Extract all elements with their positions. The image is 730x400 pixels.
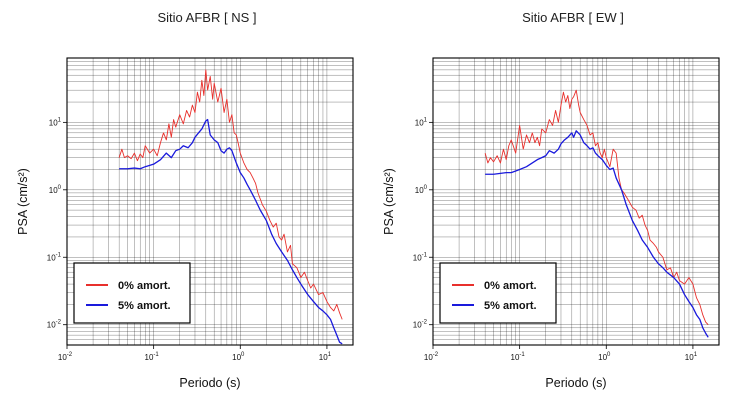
chart-1-title: Sitio AFBR [ EW ] (522, 10, 624, 25)
chart-1: 10-2 10-1 100 101 10-2 10-1 100 101 Sitio AFBR [… (382, 10, 720, 390)
chart-1-x-tick-label: 10-2 (424, 352, 439, 362)
chart-0-y-tick-label: 101 (49, 117, 62, 127)
chart-0-series-1-line (119, 118, 343, 345)
chart-0-y-axis-label: PSA (cm/s²) (16, 168, 30, 235)
chart-1-y-tick-label: 10-2 (413, 320, 428, 330)
chart-1-y-tick-label: 100 (415, 185, 428, 195)
chart-1-legend-box (439, 262, 557, 324)
chart-0-x-tick-label: 10-1 (145, 352, 160, 362)
chart-0-x-axis-label: Periodo (s) (179, 376, 240, 390)
chart-0-legend-label-0: 0% amort. (118, 280, 171, 292)
chart-1-series-1-line (485, 130, 709, 338)
chart-1-y-tick-label: 101 (415, 117, 428, 127)
chart-0-x-tick-label: 101 (319, 352, 332, 362)
chart-1-x-tick-label: 100 (598, 352, 611, 362)
chart-1-grid (432, 57, 720, 346)
chart-0-series-0-line (118, 69, 343, 320)
chart-0-legend-label-1: 5% amort. (118, 300, 171, 312)
chart-0-tick-labels: 10-2 10-1 100 101 10-2 10-1 100 101 (47, 117, 332, 362)
chart-0-frame (66, 57, 354, 346)
chart-1-y-axis-label: PSA (cm/s²) (382, 168, 396, 235)
chart-0-y-tick-label: 10-2 (47, 320, 62, 330)
chart-1-tick-labels: 10-2 10-1 100 101 10-2 10-1 100 101 (413, 117, 698, 362)
chart-1-legend-label-0: 0% amort. (484, 280, 537, 292)
chart-1-x-axis-label: Periodo (s) (545, 376, 606, 390)
chart-1-series-0-line (484, 89, 709, 326)
chart-0: 10-2 10-1 100 101 10-2 10-1 100 101 Sitio AFBR [… (16, 10, 354, 390)
chart-0-x-tick-label: 10-2 (58, 352, 73, 362)
chart-0-x-tick-label: 100 (232, 352, 245, 362)
chart-0-legend-box (73, 262, 191, 324)
chart-0-legend: 0% amort. 5% amort. (73, 262, 191, 324)
chart-0-y-tick-label: 10-1 (47, 252, 62, 262)
chart-1-y-tick-label: 10-1 (413, 252, 428, 262)
chart-1-x-tick-label: 10-1 (511, 352, 526, 362)
chart-1-frame (432, 57, 720, 346)
chart-1-legend: 0% amort. 5% amort. (439, 262, 557, 324)
chart-0-y-tick-label: 100 (49, 185, 62, 195)
chart-0-title: Sitio AFBR [ NS ] (158, 10, 257, 25)
chart-1-legend-label-1: 5% amort. (484, 300, 537, 312)
chart-1-x-tick-label: 101 (685, 352, 698, 362)
